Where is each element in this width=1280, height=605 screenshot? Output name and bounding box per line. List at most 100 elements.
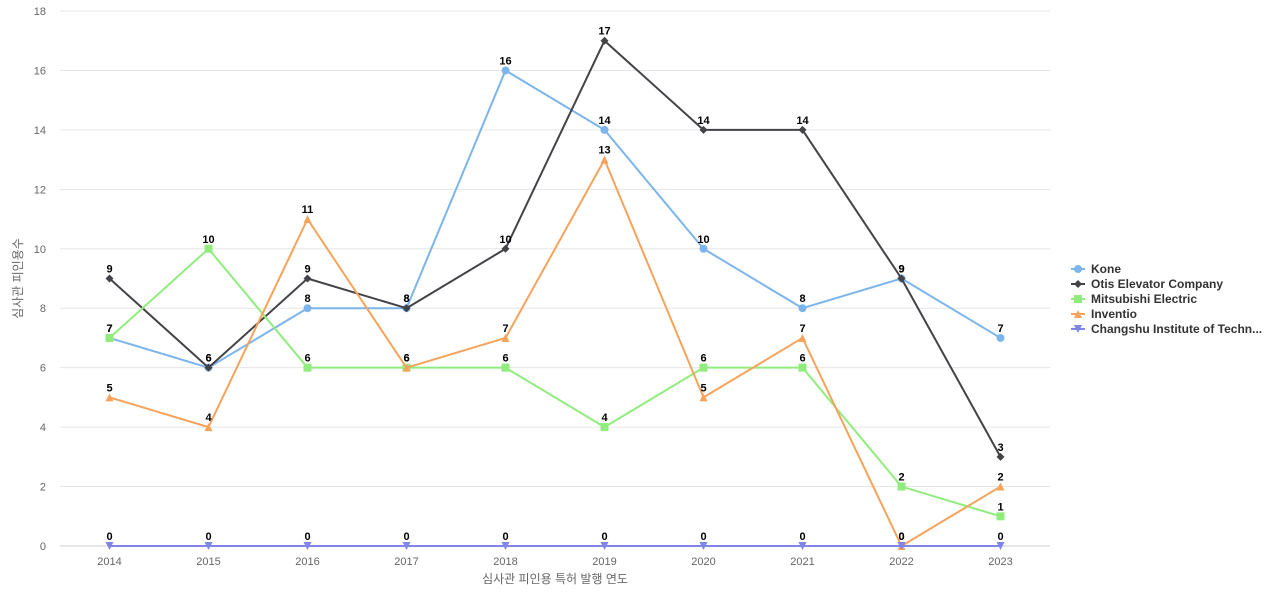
legend-item-otis-elevator-company[interactable]: Otis Elevator Company [1071,277,1223,291]
data-label-mitsubishi-electric: 6 [304,353,310,365]
y-tick-label: 12 [34,184,46,196]
data-label-changshu-institute-of-techn: 0 [304,531,310,543]
data-point-otis-elevator-company [798,125,807,134]
legend-label: Mitsubishi Electric [1091,292,1197,306]
data-label-otis-elevator-company: 14 [796,115,809,127]
data-point-inventio [204,423,213,432]
legend-item-changshu-institute-of-techn[interactable]: Changshu Institute of Techn... [1071,322,1262,336]
data-label-mitsubishi-electric: 6 [700,353,706,365]
data-point-mitsubishi-electric [600,423,609,432]
data-label-otis-elevator-company: 17 [598,26,610,38]
y-tick-label: 14 [34,125,46,137]
data-point-otis-elevator-company [699,125,708,134]
data-point-kone [798,304,807,313]
x-tick-label: 2016 [295,556,319,568]
data-label-inventio: 7 [502,323,508,335]
data-label-inventio: 2 [997,472,1003,484]
y-tick-label: 10 [34,244,46,256]
legend-item-kone[interactable]: Kone [1071,262,1121,276]
data-point-mitsubishi-electric [798,363,807,372]
axis-layer: 심사관 피인용 특허 발행 연도 심사관 피인용수 02468101214161… [11,6,1013,586]
data-point-mitsubishi-electric [897,482,906,491]
data-label-inventio: 4 [205,412,212,424]
data-label-inventio: 13 [598,145,610,157]
data-label-kone: 16 [499,55,511,67]
data-label-mitsubishi-electric: 6 [502,353,508,365]
data-label-mitsubishi-electric: 7 [106,323,112,335]
data-label-kone: 10 [697,234,709,246]
data-point-kone [600,125,609,134]
legend-label: Inventio [1091,307,1137,321]
data-point-kone [996,333,1005,342]
data-point-kone [501,66,510,75]
x-tick-label: 2017 [394,556,418,568]
y-tick-label: 8 [40,303,46,315]
data-label-inventio: 0 [898,531,904,543]
series-layer [105,36,1005,550]
legend-symbol [1074,310,1082,318]
legend-item-mitsubishi-electric[interactable]: Mitsubishi Electric [1071,292,1197,306]
legend-symbol [1074,295,1082,303]
data-label-changshu-institute-of-techn: 0 [700,531,706,543]
series-kone [105,66,1005,372]
series-changshu-institute-of-techn [105,542,1005,550]
data-point-inventio [105,393,114,402]
legend-item-inventio[interactable]: Inventio [1071,307,1137,321]
y-tick-label: 2 [40,482,46,494]
data-point-otis-elevator-company [996,452,1005,461]
y-tick-label: 16 [34,65,46,77]
data-point-mitsubishi-electric [204,244,213,253]
x-tick-label: 2015 [196,556,220,568]
data-point-changshu-institute-of-techn [402,542,411,550]
data-label-kone: 9 [898,264,904,276]
data-label-mitsubishi-electric: 1 [997,501,1003,513]
data-point-inventio [303,215,312,224]
series-line-inventio [108,158,1002,547]
data-point-changshu-institute-of-techn [303,542,312,550]
y-axis-title: 심사관 피인용수 [11,238,25,319]
data-point-inventio [996,482,1005,491]
data-label-inventio: 6 [403,353,409,365]
data-point-inventio [600,155,609,164]
data-point-kone [699,244,708,253]
data-label-otis-elevator-company: 9 [106,264,112,276]
data-label-mitsubishi-electric: 6 [403,353,409,365]
x-tick-label: 2022 [889,556,913,568]
data-point-mitsubishi-electric [501,363,510,372]
data-point-mitsubishi-electric [699,363,708,372]
legend-label: Otis Elevator Company [1091,277,1223,291]
legend-symbol [1074,325,1082,333]
data-label-otis-elevator-company: 6 [205,353,211,365]
data-label-otis-elevator-company: 9 [898,264,904,276]
data-label-kone: 8 [799,293,805,305]
data-point-mitsubishi-electric [105,333,114,342]
data-label-kone: 7 [997,323,1003,335]
data-point-mitsubishi-electric [996,512,1005,521]
data-label-mitsubishi-electric: 6 [799,353,805,365]
x-axis-title: 심사관 피인용 특허 발행 연도 [482,571,628,586]
legend-symbol [1074,265,1082,273]
x-tick-label: 2021 [790,556,814,568]
x-tick-label: 2019 [592,556,616,568]
data-label-kone: 7 [106,323,112,335]
data-label-otis-elevator-company: 10 [499,234,511,246]
data-label-changshu-institute-of-techn: 0 [403,531,409,543]
data-label-otis-elevator-company: 14 [697,115,710,127]
data-label-changshu-institute-of-techn: 0 [106,531,112,543]
data-label-changshu-institute-of-techn: 0 [898,531,904,543]
data-point-otis-elevator-company [303,274,312,283]
data-label-changshu-institute-of-techn: 0 [502,531,508,543]
legend-symbol [1074,280,1082,288]
data-label-kone: 6 [205,353,211,365]
series-inventio [105,155,1005,550]
data-point-otis-elevator-company [501,244,510,253]
x-tick-label: 2023 [988,556,1012,568]
data-point-changshu-institute-of-techn [798,542,807,550]
data-label-otis-elevator-company: 9 [304,264,310,276]
data-label-mitsubishi-electric: 10 [202,234,214,246]
data-label-changshu-institute-of-techn: 0 [997,531,1003,543]
data-point-otis-elevator-company [204,363,213,372]
y-tick-label: 0 [40,541,46,553]
